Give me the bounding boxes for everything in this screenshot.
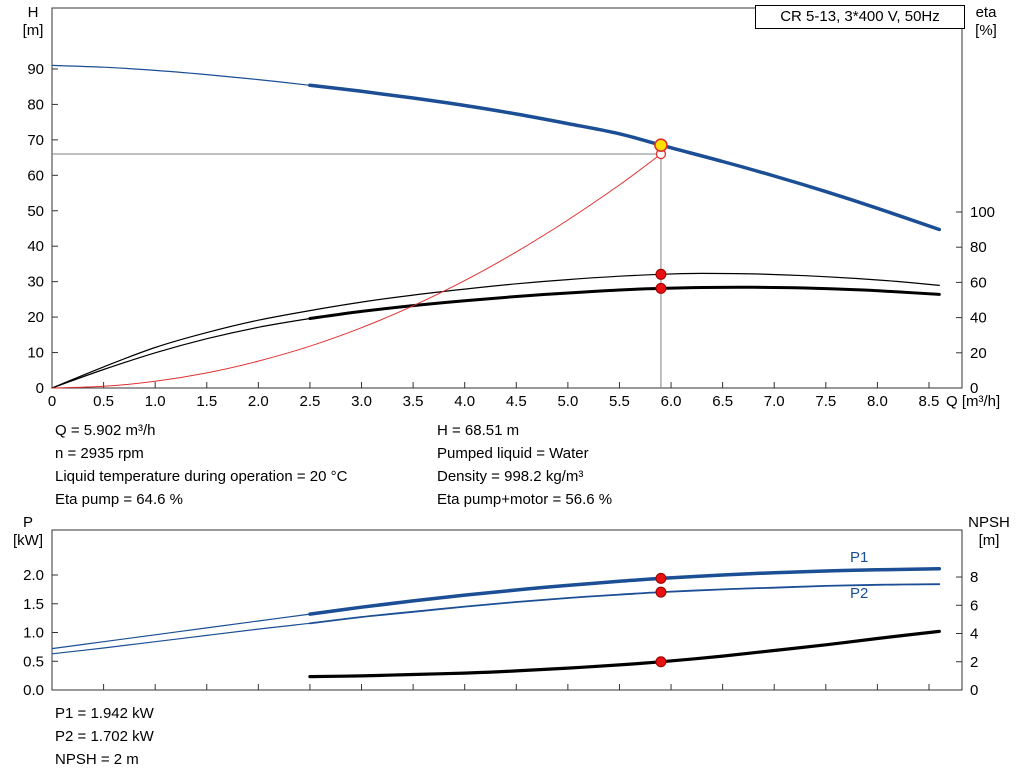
x-tick-label: 5.0 [557,393,578,410]
npsh-curve [308,629,941,679]
y-right-tick-label: 60 [970,274,987,291]
power-axis-title: P [kW] [4,514,52,550]
y-left-tick-label: 50 [27,203,44,220]
p2-point [655,586,667,598]
eta-axis-title: eta [%] [962,4,1010,40]
readout-eta-pump: Eta pump = 64.6 % [55,491,183,508]
x-tick-label: 4.5 [506,393,527,410]
y-left-tick-label: 40 [27,238,44,255]
eta-pump-curve [51,272,940,389]
operating-point-readout-right: H = 68.51 m Pumped liquid = Water Densit… [437,419,612,511]
x-tick-label: 6.5 [712,393,733,410]
eta-pump-motor-thin [51,317,311,389]
y-right-tick-label: 100 [970,204,995,221]
y-right-tick-label: 4 [970,626,978,643]
x-tick-label: 7.0 [764,393,785,410]
x-tick-label: 0 [48,393,56,410]
readout-liquid-temperature: Liquid temperature during operation = 20… [55,468,348,485]
duty-point [654,138,668,152]
head-axis-title: H [m] [12,4,54,40]
x-tick-label: 5.5 [609,393,630,410]
y-left-tick-label: 70 [27,132,44,149]
x-tick-label: 2.5 [300,393,321,410]
x-tick-label: 7.5 [815,393,836,410]
p2-curve [309,583,941,625]
y-left-tick-label: 90 [27,61,44,78]
x-tick-label: 1.5 [196,393,217,410]
npsh-point [655,656,667,668]
npsh-axis-title: NPSH [m] [958,514,1020,550]
y-right-tick-label: 20 [970,345,987,362]
y-left-tick-label: 0.5 [23,653,44,670]
y-left-tick-label: 80 [27,96,44,113]
power-npsh-chart: 0.0 0.5 1.0 1.5 2.0 0 2 4 6 8 [23,529,978,699]
p2-curve-thin [51,622,311,655]
power-axis-title-line2: [kW] [13,532,43,549]
y-right-tick-label: 0 [970,682,978,699]
operating-point-readout-left: Q = 5.902 m³/h n = 2935 rpm Liquid tempe… [55,419,347,511]
readout-npsh: NPSH = 2 m [55,751,139,768]
x-tick-label: 6.0 [661,393,682,410]
load-curve [51,153,662,389]
readout-flow: Q = 5.902 m³/h [55,422,156,439]
y-left-tick-label: 1.5 [23,596,44,613]
x-tick-label: 0.5 [93,393,114,410]
y-right-tick-label: 2 [970,654,978,671]
flow-axis-label: Q [m³/h] [946,393,1000,410]
power-npsh-readout: P1 = 1.942 kW P2 = 1.702 kW NPSH = 2 m [55,702,154,771]
y-left-tick-label: 30 [27,274,44,291]
readout-pumped-liquid: Pumped liquid = Water [437,445,589,462]
readout-head: H = 68.51 m [437,422,520,439]
x-tick-label: 2.0 [248,393,269,410]
y-left-tick-label: 10 [27,345,44,362]
readout-p2: P2 = 1.702 kW [55,728,154,745]
p2-series-label: P2 [850,585,869,602]
plot-border [51,7,963,389]
eta-pump-motor-point [655,282,667,294]
eta-pump-point [655,268,667,280]
readout-speed: n = 2935 rpm [55,445,144,462]
y-left-tick-label: 60 [27,167,44,184]
head-axis-title-line1: H [27,4,39,21]
y-left-tick-label: 1.0 [23,625,44,642]
p1-point [655,572,667,584]
pump-model-box: CR 5-13, 3*400 V, 50Hz [755,5,965,29]
eta-axis-title-line2: [%] [975,22,997,39]
y-left-tick-label: 0.0 [23,682,44,699]
x-tick-label: 3.5 [403,393,424,410]
head-efficiency-chart: Q [m³/h] 0 0.5 1.0 1.5 2.0 2.5 3.0 3.5 4.0 4.5 5.0… [27,7,1000,410]
readout-p1: P1 = 1.942 kW [55,705,154,722]
p1-curve [308,566,942,616]
readout-density: Density = 998.2 kg/m³ [437,468,584,485]
x-tick-label: 1.0 [145,393,166,410]
x-tick-label: 8.5 [919,393,940,410]
p1-curve-thin [51,613,311,650]
y-right-tick-label: 80 [970,239,987,256]
eta-pump-motor-curve [308,285,941,320]
x-tick-label: 3.0 [351,393,372,410]
y-right-tick-label: 0 [970,380,978,397]
npsh-axis-title-line1: NPSH [968,514,1010,531]
y-left-tick-label: 0 [36,380,44,397]
npsh-axis-title-line2: [m] [978,532,1000,549]
head-curve-thin [51,64,311,86]
head-axis-title-line2: [m] [22,22,44,39]
p1-series-label: P1 [850,549,869,566]
y-right-tick-label: 6 [970,597,978,614]
y-left-tick-label: 2.0 [23,567,44,584]
y-right-tick-label: 40 [970,310,987,327]
y-left-tick-label: 20 [27,309,44,326]
eta-axis-title-line1: eta [975,4,997,21]
head-curve [308,83,942,232]
x-tick-label: 8.0 [867,393,888,410]
y-right-tick-label: 8 [970,569,978,586]
power-axis-title-line1: P [22,514,33,531]
x-tick-label: 4.0 [454,393,475,410]
plot-border [51,529,963,691]
readout-eta-pump-motor: Eta pump+motor = 56.6 % [437,491,613,508]
